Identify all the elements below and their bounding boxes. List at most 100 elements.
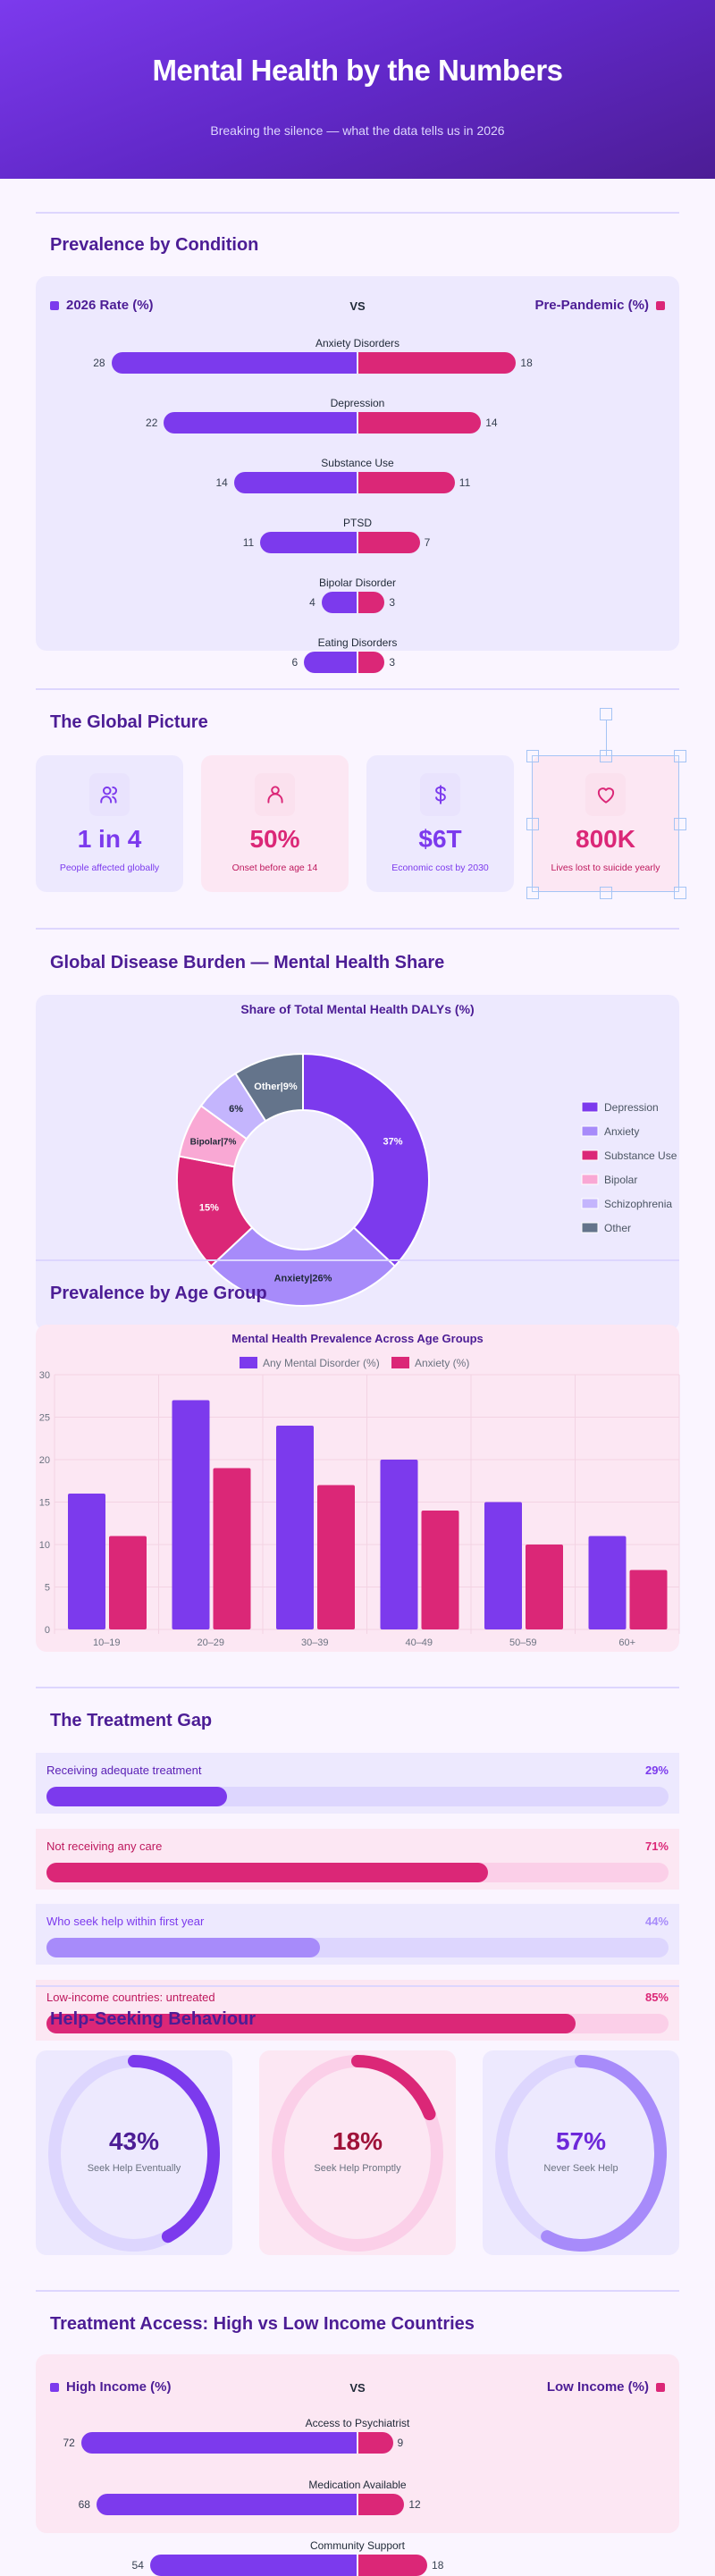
resize-handle[interactable] <box>600 750 612 762</box>
ring-arc <box>541 2055 667 2252</box>
legend-swatch <box>581 1125 599 1137</box>
progress-track <box>46 1938 669 1957</box>
x-tick-label: 60+ <box>618 1637 635 1648</box>
bar-left <box>164 412 357 434</box>
value-left: 14 <box>215 476 228 489</box>
value-right: 7 <box>424 536 431 549</box>
y-tick-label: 20 <box>39 1455 50 1466</box>
bar-right <box>358 412 482 434</box>
treatment-gap-item: Receiving adequate treatment 29% <box>36 1753 679 1814</box>
stat-label: Onset before age 14 <box>231 863 318 873</box>
gap-percent: 29% <box>644 1764 669 1777</box>
legend-right: Low Income (%) <box>547 2379 665 2395</box>
bar-right <box>358 592 385 613</box>
legend-label: Substance Use <box>604 1149 677 1162</box>
y-tick-label: 25 <box>39 1413 50 1424</box>
section-title-help: Help-Seeking Behaviour <box>50 2009 257 2029</box>
progress-fill <box>46 1787 227 1806</box>
legend-swatch <box>656 2382 665 2392</box>
legend-label: Anxiety (%) <box>415 1357 469 1369</box>
legend-right-label: Pre-Pandemic (%) <box>534 298 649 313</box>
bar-any-disorder <box>380 1460 418 1629</box>
stat-card: 800K Lives lost to suicide yearly <box>526 708 686 899</box>
row-label: Substance Use <box>321 457 394 469</box>
access-butterfly-chart: Access to Psychiatrist 72 9 Medication Avai… <box>36 2354 679 2576</box>
value-right: 18 <box>432 2559 444 2572</box>
value-right: 3 <box>389 596 396 609</box>
bar-right <box>358 652 385 673</box>
page-subtitle: Breaking the silence — what the data tel… <box>210 123 505 138</box>
bar-anxiety <box>629 1570 668 1629</box>
donut-slice-anxiety <box>209 1225 397 1307</box>
legend-label: Other <box>604 1222 631 1234</box>
bar-right <box>358 2432 393 2454</box>
dollar-icon <box>420 773 460 816</box>
donut-slice-depression <box>302 1052 430 1267</box>
legend-label: Depression <box>604 1101 659 1114</box>
treatment-gap-item: Low-income countries: untreated 85% <box>36 1979 679 2041</box>
y-tick-label: 0 <box>45 1625 50 1636</box>
ring-card: 18% Seek Help Promptly <box>259 2050 456 2255</box>
gap-label: Who seek help within first year <box>46 1915 205 1928</box>
divider <box>36 212 679 214</box>
bar-right <box>358 472 455 493</box>
value-right: 11 <box>458 476 471 489</box>
rotate-handle[interactable] <box>600 708 612 720</box>
slice-label: Bipolar|7% <box>190 1138 237 1148</box>
value-right: 9 <box>397 2437 404 2449</box>
gap-percent: 71% <box>644 1839 669 1853</box>
legend-left-label: High Income (%) <box>66 2379 172 2395</box>
progress-fill <box>46 1938 321 1957</box>
gap-label: Low-income countries: untreated <box>46 1990 215 2004</box>
resize-handle[interactable] <box>674 750 686 762</box>
resize-handle[interactable] <box>674 887 686 899</box>
bar-anxiety <box>109 1536 147 1629</box>
donut-slice-other <box>234 1052 304 1123</box>
legend-label: Anxiety <box>604 1125 639 1138</box>
bar-any-disorder <box>276 1426 314 1629</box>
legend-right: Pre-Pandemic (%) <box>534 298 665 313</box>
legend-label: Schizophrenia <box>604 1198 672 1210</box>
treatment-gap-item: Who seek help within first year 44% <box>36 1904 679 1965</box>
bar-left <box>260 532 357 553</box>
row-label: Community Support <box>309 2539 406 2552</box>
divider <box>36 928 679 930</box>
divider <box>36 1259 679 1261</box>
bar-left <box>149 2555 357 2576</box>
rotate-stem <box>606 720 607 756</box>
resize-handle[interactable] <box>526 750 539 762</box>
slice-label: Anxiety|26% <box>274 1274 332 1284</box>
progress-fill <box>46 1862 489 1882</box>
bar-chart-title: Mental Health Prevalence Across Age Grou… <box>231 1332 484 1345</box>
progress-fill <box>46 2013 576 2033</box>
resize-handle[interactable] <box>600 887 612 899</box>
value-left: 6 <box>291 656 299 669</box>
ring-value: 18% <box>332 2127 383 2155</box>
prevalence-butterfly-chart: Anxiety Disorders 28 18 Depression 22 14 Subst… <box>36 276 679 673</box>
resize-handle[interactable] <box>526 887 539 899</box>
ring-arc <box>128 2055 220 2243</box>
value-right: 18 <box>520 357 533 369</box>
stat-label: People affected globally <box>59 863 160 873</box>
row-label: Depression <box>330 397 385 409</box>
gap-label: Receiving adequate treatment <box>46 1764 202 1777</box>
stat-value: 50% <box>249 825 300 853</box>
stat-card: 50% Onset before age 14 <box>201 755 349 892</box>
ring-label: Seek Help Eventually <box>87 2163 181 2174</box>
header: Mental Health by the Numbers Breaking th… <box>0 0 715 179</box>
bar-any-disorder <box>484 1502 522 1629</box>
section-title-age: Prevalence by Age Group <box>50 1284 267 1303</box>
bar-right <box>358 2493 405 2515</box>
legend-right-label: Low Income (%) <box>546 2379 649 2395</box>
section-title-prevalence: Prevalence by Condition <box>50 235 259 255</box>
user-icon <box>255 773 295 816</box>
heart-icon <box>585 773 626 816</box>
ring-label: Never Seek Help <box>543 2163 618 2174</box>
legend-swatch <box>581 1174 599 1185</box>
x-tick-label: 30–39 <box>301 1637 329 1648</box>
y-tick-label: 5 <box>45 1583 50 1594</box>
legend-swatch <box>581 1149 599 1161</box>
legend-swatch <box>50 300 59 310</box>
legend-swatch <box>391 1357 409 1368</box>
legend-left-label: 2026 Rate (%) <box>66 298 154 313</box>
